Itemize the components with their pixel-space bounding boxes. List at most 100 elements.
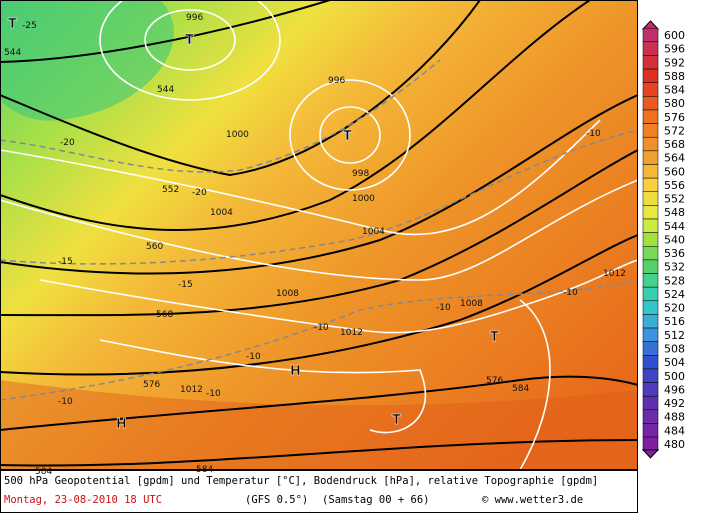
warm-zone (0, 380, 638, 470)
isoline-label: 560 (146, 242, 163, 252)
isoline-label: 1012 (180, 385, 203, 395)
scale-band (642, 368, 659, 383)
isoline-label: -15 (58, 257, 73, 267)
scale-label: 528 (664, 274, 685, 287)
scale-label: 496 (664, 383, 685, 396)
isoline-label: -10 (563, 288, 578, 298)
isoline-label: 1008 (460, 299, 483, 309)
scale-band (642, 341, 659, 356)
scale-band (642, 259, 659, 274)
map-frame (0, 0, 638, 470)
scale-band (642, 55, 659, 70)
scale-band (642, 423, 659, 438)
caption-box (0, 470, 638, 513)
scale-label: 568 (664, 138, 685, 151)
scale-band (642, 109, 659, 124)
isoline-label: -25 (22, 21, 37, 31)
temperature-lines (0, 59, 639, 401)
scale-label: 552 (664, 193, 685, 206)
scale-label: 548 (664, 206, 685, 219)
isoline-label: -10 (246, 352, 261, 362)
pressure-center: T (490, 330, 499, 345)
scale-label: 484 (664, 424, 685, 437)
scale-band (642, 395, 659, 411)
caption-run: (Samstag 00 + 66) (322, 494, 429, 506)
isoline-label: -10 (436, 303, 451, 313)
scale-band (642, 136, 659, 152)
scale-label: 508 (664, 342, 685, 355)
scale-band (642, 327, 659, 342)
scale-band (642, 150, 659, 165)
scale-band (642, 218, 659, 233)
isoline-label: -10 (586, 129, 601, 139)
scale-band (642, 191, 659, 206)
pressure-center: T (8, 17, 17, 32)
scale-band (642, 355, 659, 370)
scale-label: 600 (664, 29, 685, 42)
caption-date: Montag, 23-08-2010 18 UTC (4, 494, 162, 506)
isoline-label: -10 (206, 389, 221, 399)
isoline-label: 1012 (603, 269, 626, 279)
scale-label: 516 (664, 315, 685, 328)
pressure-center: T (185, 33, 194, 48)
scale-band (642, 96, 659, 111)
scale-label: 572 (664, 124, 685, 137)
scale-band (642, 27, 659, 43)
scale-band (642, 68, 659, 83)
scale-label: 584 (664, 84, 685, 97)
scale-label: 588 (664, 70, 685, 83)
scale-label: 544 (664, 220, 685, 233)
scale-band (642, 409, 659, 424)
scale-band (642, 82, 659, 97)
isoline-label: 544 (4, 48, 21, 58)
isoline-label: -20 (60, 138, 75, 148)
scale-label: 576 (664, 111, 685, 124)
scale-band (642, 164, 659, 179)
isoline-label: 1008 (276, 289, 299, 299)
isoline-label: -10 (314, 323, 329, 333)
scale-band (642, 205, 659, 220)
pressure-center: T (343, 129, 352, 144)
isoline-label: 544 (157, 85, 174, 95)
isoline-label: 576 (486, 376, 503, 386)
scale-label: 540 (664, 233, 685, 246)
isoline-label: -20 (192, 188, 207, 198)
scale-label: 532 (664, 261, 685, 274)
scale-label: 596 (664, 43, 685, 56)
scale-label: 524 (664, 288, 685, 301)
caption-credit: © www.wetter3.de (482, 494, 583, 506)
scale-band (642, 177, 659, 192)
isoline-label: 1000 (226, 130, 249, 140)
caption-model: (GFS 0.5°) (245, 494, 308, 506)
scale-band (642, 314, 659, 329)
scale-label: 500 (664, 370, 685, 383)
scale-band (642, 300, 659, 315)
isoline-label: 1012 (340, 328, 363, 338)
scale-label: 492 (664, 397, 685, 410)
scale-band (642, 286, 659, 302)
scale-label: 520 (664, 302, 685, 315)
isoline-label: 552 (162, 185, 179, 195)
scale-label: 480 (664, 438, 685, 451)
scale-band (642, 382, 659, 397)
pressure-lines (0, 0, 638, 470)
scale-band (642, 232, 659, 247)
isoline-label: 996 (328, 76, 345, 86)
isoline-label: -15 (178, 280, 193, 290)
cold-core (0, 0, 174, 121)
pressure-center: T (392, 413, 401, 428)
scale-label: 504 (664, 356, 685, 369)
pressure-center: H (116, 417, 127, 432)
scale-label: 488 (664, 411, 685, 424)
scale-band (642, 436, 659, 451)
isoline-label: 998 (352, 169, 369, 179)
isoline-label: 1000 (352, 194, 375, 204)
scale-label: 564 (664, 152, 685, 165)
scale-band (642, 246, 659, 261)
isoline-label: 584 (35, 467, 52, 477)
scale-label: 560 (664, 165, 685, 178)
isoline-label: 584 (512, 384, 529, 394)
scale-label: 556 (664, 179, 685, 192)
